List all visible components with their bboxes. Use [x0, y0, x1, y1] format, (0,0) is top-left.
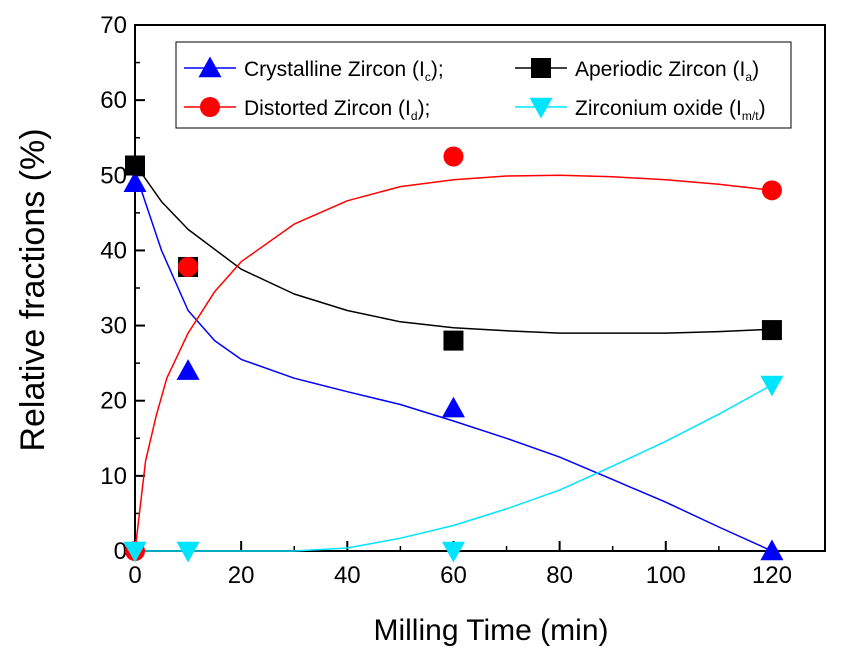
- series-1-point: [761, 320, 782, 341]
- series-1-point: [443, 330, 464, 351]
- y-tick-label: 50: [100, 162, 127, 189]
- legend-marker-3: [529, 97, 553, 119]
- y-tick-label: 60: [100, 87, 127, 114]
- series-2-point: [178, 256, 199, 277]
- x-tick-label: 80: [546, 562, 573, 589]
- series-3-point: [123, 541, 147, 563]
- series-1-fit-line: [134, 163, 772, 334]
- y-axis-label: Relative fractions (%): [14, 128, 52, 451]
- x-tick-label: 100: [646, 562, 686, 589]
- legend-label-0: Crystalline Zircon (Ic);: [244, 58, 444, 84]
- series-2-point: [761, 180, 782, 201]
- legend-label-2: Distorted Zircon (Id);: [244, 97, 430, 123]
- fit-curves: [134, 163, 773, 552]
- legend: Crystalline Zircon (Ic); Aperiodic Zircon…: [175, 41, 792, 129]
- series-0-point: [176, 359, 200, 380]
- legend-label-3: Zirconium oxide (Im/t): [575, 97, 766, 123]
- legend-box: [175, 41, 792, 129]
- y-tick-label: 10: [100, 463, 127, 490]
- series-0-point: [760, 539, 784, 561]
- y-tick-label: 0: [114, 538, 127, 565]
- x-tick-label: 60: [440, 562, 467, 589]
- series-1-point: [125, 155, 145, 176]
- series-3-point: [760, 375, 784, 397]
- legend-label-1: Aperiodic Zircon (Ia): [575, 58, 759, 84]
- legend-marker-2: [200, 97, 220, 117]
- x-tick-label: 0: [128, 562, 141, 589]
- series-3-point: [176, 541, 200, 563]
- series-3-fit-line: [135, 384, 773, 552]
- y-tick-label: 70: [100, 12, 127, 39]
- series-0-fit-line: [134, 171, 773, 552]
- y-tick-label: 40: [100, 237, 127, 264]
- y-tick-label: 20: [100, 388, 127, 415]
- legend-marker-0: [198, 56, 222, 78]
- series-0-point: [123, 171, 147, 192]
- legend-marker-1: [531, 58, 551, 78]
- x-tick-label: 40: [334, 562, 361, 589]
- series-2-fit-line: [134, 174, 772, 552]
- series-0-point: [441, 396, 465, 418]
- axis-ticks: 0 20 40 60 80 100 120 0 10 20 30 40 50 60 70: [100, 12, 826, 589]
- y-tick-label: 30: [100, 313, 127, 340]
- series-3-point: [441, 541, 465, 563]
- series-2-point: [443, 146, 464, 167]
- x-tick-label: 20: [228, 562, 255, 589]
- x-axis-label: Milling Time (min): [373, 614, 608, 647]
- data-markers: [123, 146, 784, 563]
- x-tick-label: 120: [752, 562, 792, 589]
